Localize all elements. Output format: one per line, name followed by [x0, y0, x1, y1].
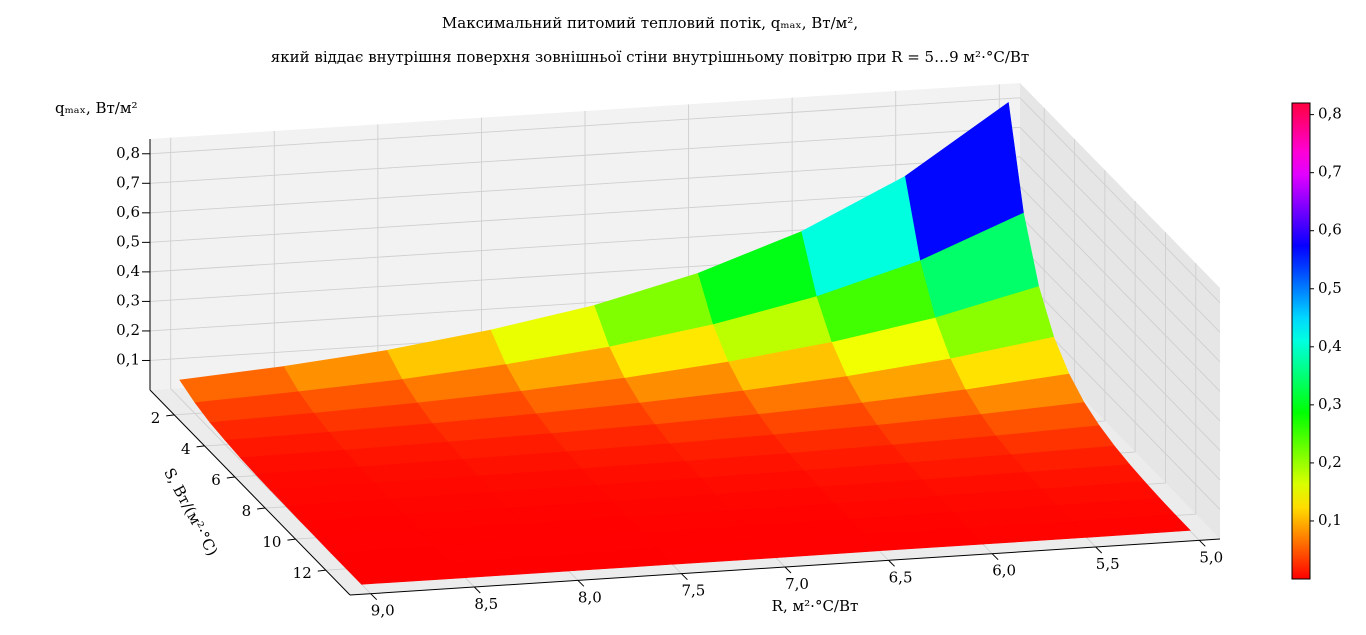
- grid-line: [149, 97, 1021, 155]
- x-tick-label: 5,0: [1199, 548, 1223, 566]
- grid-line: [1019, 215, 1221, 422]
- tick-mark: [991, 553, 999, 561]
- x-tick-label: 5,5: [1096, 555, 1120, 573]
- colorbar-tick-label: 0,6: [1318, 221, 1342, 239]
- z-tick-label: 0,5: [116, 232, 140, 250]
- y-tick-label: 12: [293, 564, 312, 582]
- y-tick-label: 8: [242, 502, 252, 520]
- tick-mark: [196, 445, 205, 448]
- grid-line: [1019, 186, 1221, 392]
- tick-mark: [257, 507, 266, 510]
- side-pane: [1020, 83, 1220, 539]
- tick-mark: [784, 566, 792, 574]
- tick-mark: [287, 538, 296, 541]
- colorbar: [1291, 102, 1311, 580]
- grid-line: [1019, 97, 1221, 304]
- colorbar-tick-label: 0,3: [1318, 395, 1342, 413]
- z-tick-label: 0,3: [116, 291, 140, 309]
- surface: [179, 101, 1191, 585]
- tick-mark: [317, 569, 326, 572]
- x-axis-label: R, м²·°C/Вт: [772, 597, 859, 615]
- grid-line: [1019, 274, 1221, 481]
- colorbar-tick-label: 0,4: [1318, 337, 1342, 355]
- x-tick-label: 7,0: [785, 575, 809, 593]
- z-tick-label: 0,2: [116, 321, 140, 339]
- surface-cell: [345, 561, 466, 585]
- y-tick-label: 10: [262, 533, 281, 551]
- tick-mark: [888, 559, 895, 567]
- x-tick-label: 6,0: [992, 562, 1016, 580]
- z-tick-label: 0,8: [116, 144, 140, 162]
- z-axis-label: qₘₐₓ, Вт/м²: [55, 99, 138, 117]
- chart-title: Максимальний питомий тепловий потік, qₘₐ…: [442, 14, 858, 32]
- tick-mark: [1198, 539, 1206, 547]
- tick-mark: [473, 586, 481, 594]
- tick-mark: [1095, 546, 1103, 554]
- x-tick-label: 6,5: [889, 568, 913, 586]
- colorbar-tick-label: 0,2: [1318, 453, 1342, 471]
- z-tick-label: 0,4: [116, 262, 140, 280]
- x-tick-label: 9,0: [371, 602, 395, 620]
- y-tick-label: 2: [151, 409, 161, 427]
- x-tick-label: 8,5: [474, 595, 498, 613]
- colorbar-tick-label: 0,7: [1318, 163, 1342, 181]
- chart-subtitle: який віддає внутрішня поверхня зовнішньо…: [271, 48, 1029, 66]
- tick-mark: [166, 414, 175, 417]
- x-tick-label: 8,0: [578, 588, 602, 606]
- colorbar-tick-label: 0,5: [1318, 279, 1342, 297]
- z-tick-label: 0,7: [116, 173, 140, 191]
- axis-labels: 5,0 5,5 6,0 6,5 7,0 7,5 8,0 8,5 9,0 2 4 6 8 10 12 0,1 0,…: [55, 99, 1342, 620]
- grid-line: [149, 156, 1021, 214]
- tick-mark: [577, 579, 585, 587]
- tick-mark: [226, 476, 235, 479]
- grid-line: [1019, 245, 1221, 451]
- x-tick-label: 7,5: [681, 582, 705, 600]
- y-tick-label: 4: [181, 440, 191, 458]
- grid-line: [1019, 126, 1221, 333]
- z-tick-label: 0,6: [116, 203, 140, 221]
- grid-line: [149, 126, 1021, 184]
- z-tick-label: 0,1: [116, 350, 140, 368]
- axis-line: [349, 538, 1221, 596]
- axis-line: [149, 389, 351, 596]
- grid-line: [1019, 156, 1221, 363]
- colorbar-tick-label: 0,8: [1318, 105, 1342, 123]
- colorbar-tick-label: 0,1: [1318, 511, 1342, 529]
- tick-mark: [370, 593, 378, 601]
- y-tick-label: 6: [211, 471, 221, 489]
- tick-mark: [681, 573, 688, 581]
